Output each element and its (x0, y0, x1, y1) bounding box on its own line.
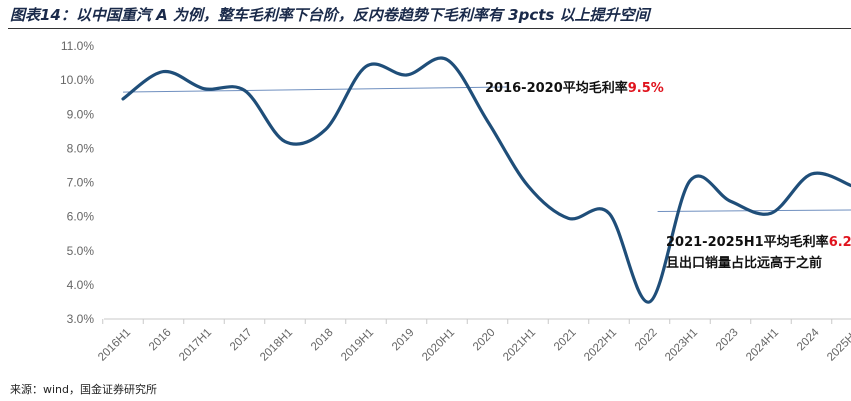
series-gross-margin (121, 56, 851, 304)
x-tick-label: 2023H1 (663, 327, 700, 364)
x-tick-label: 2021H1 (501, 327, 538, 364)
y-tick-label: 10.0% (60, 73, 94, 87)
x-tick-label: 2025H1 (825, 327, 851, 364)
source-note: 来源：wind，国金证券研究所 (10, 383, 158, 396)
x-tick-label: 2018H1 (258, 327, 295, 364)
y-tick-label: 9.0% (67, 107, 95, 121)
x-tick-label: 2017 (228, 327, 255, 354)
x-tick-label: 2016 (147, 327, 174, 354)
average-line-2 (657, 209, 851, 213)
annotation-avg-2016-2020-label: 2016-2020平均毛利率 (485, 80, 628, 96)
x-tick-label: 2020 (471, 327, 498, 354)
y-tick-label: 3.0% (67, 312, 95, 326)
y-tick-label: 11.0% (61, 39, 94, 53)
x-axis: 2016H1 2016 2017H1 2017 2018H1 2018 2019H1 2019… (96, 318, 851, 364)
x-tick-label: 2016H1 (96, 327, 133, 364)
x-tick-label: 2024H1 (744, 327, 781, 364)
series-line (121, 56, 851, 304)
chart-title: 图表14：以中国重汽 A 为例，整车毛利率下台阶，反内卷趋势下毛利率有 3pct… (10, 6, 650, 24)
y-tick-label: 5.0% (67, 244, 95, 258)
y-tick-label: 8.0% (67, 141, 95, 155)
annotation-avg-2021-2025-value: 6.2% (829, 235, 851, 250)
x-tick-label: 2021 (552, 327, 579, 354)
x-tick-label: 2024 (795, 326, 822, 353)
title-divider (8, 28, 851, 29)
annotation-avg-2016-2020-value: 9.5% (628, 81, 664, 96)
average-line-1 (122, 86, 508, 93)
y-tick-label: 7.0% (67, 176, 95, 190)
annotation-avg-2021-2025: 2021-2025H1平均毛利率6.2% (666, 234, 851, 250)
x-tick-label: 2019 (390, 327, 417, 354)
x-tick-label: 2018 (309, 327, 336, 354)
annotation-avg-2021-2025-label: 2021-2025H1平均毛利率 (666, 234, 829, 250)
annotation-avg-2016-2020: 2016-2020平均毛利率9.5% (485, 80, 664, 96)
x-tick-label: 2019H1 (339, 327, 376, 364)
x-tick-label: 2022H1 (582, 327, 619, 364)
x-tick-label: 2022 (633, 327, 660, 354)
x-tick-label: 2017H1 (177, 327, 214, 364)
x-tick-label: 2020H1 (420, 327, 457, 364)
average-lines (122, 86, 851, 213)
annotation-export-note: 且出口销量占比远高于之前 (666, 255, 822, 271)
y-tick-label: 6.0% (67, 210, 95, 224)
x-tick-label: 2023 (714, 327, 741, 354)
y-axis: 11.0% 10.0% 9.0% 8.0% 7.0% 6.0% 5.0% 4.0% 3.0% (60, 39, 94, 326)
y-tick-label: 4.0% (67, 278, 95, 292)
